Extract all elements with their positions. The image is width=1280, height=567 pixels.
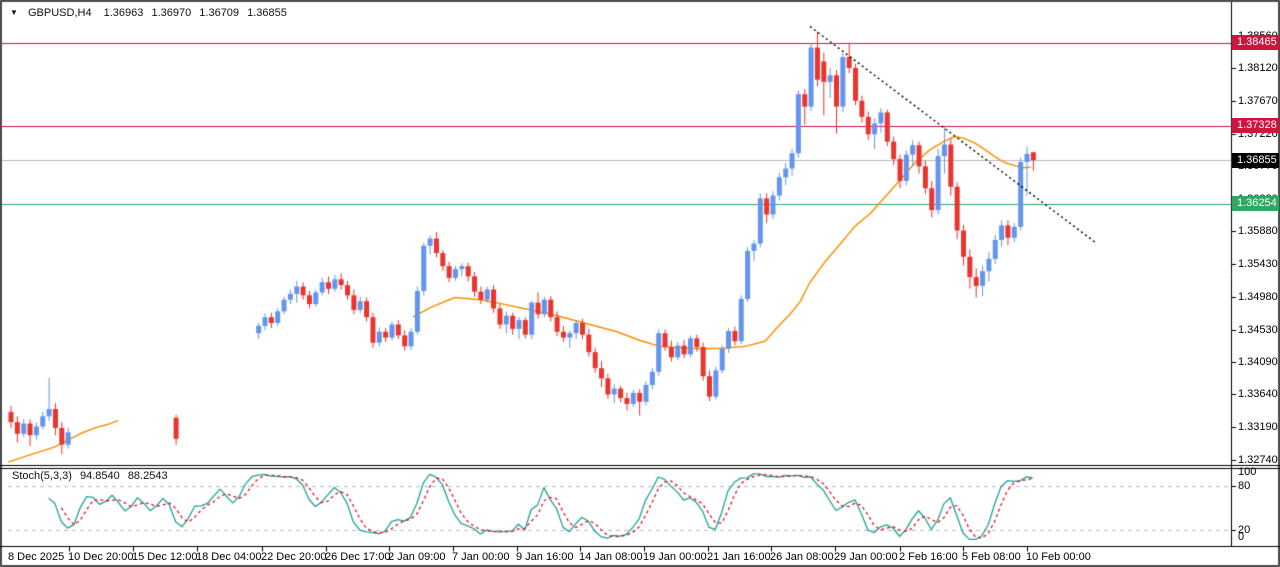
ohlc-open: 1.36963: [103, 7, 144, 19]
stoch-axis-label: 20: [1238, 523, 1251, 536]
price-line-badge: 1.36254: [1232, 196, 1279, 212]
price-axis-label: 1.33190: [1238, 421, 1278, 434]
ohlc-low: 1.36709: [199, 7, 240, 19]
price-axis-label: 1.38120: [1238, 62, 1278, 74]
time-axis-label: 26 Jan 08:00: [770, 551, 834, 563]
time-axis-label: 22 Dec 20:00: [261, 551, 327, 563]
price-axis-label: 1.35880: [1238, 225, 1278, 238]
stoch-axis-label: 80: [1238, 480, 1251, 493]
price-axis-label: 1.37670: [1238, 94, 1278, 107]
ohlc-high: 1.36970: [151, 7, 192, 19]
price-line-badge: 1.37328: [1232, 118, 1279, 134]
price-axis[interactable]: 1.385601.381201.376701.372201.367701.363…: [1232, 0, 1280, 546]
time-axis-label: 15 Dec 12:00: [132, 551, 198, 563]
price-axis-label: 1.35430: [1238, 258, 1278, 270]
panel-splitter[interactable]: [0, 464, 1232, 469]
time-axis[interactable]: 8 Dec 2025 10 Dec 20:00 15 Dec 12:00 18 Dec…: [0, 550, 1280, 567]
time-axis-label: 14 Jan 08:00: [579, 551, 643, 563]
stoch-k-value: 94.8540: [79, 470, 120, 482]
stoch-indicator-label: Stoch(5,3,3) 94.8540 88.2543: [12, 470, 173, 482]
time-axis-label: 10 Dec 20:00: [68, 551, 134, 563]
time-axis-label: 26 Dec 17:00: [325, 551, 391, 563]
price-line-badge: 1.38465: [1232, 35, 1279, 51]
time-axis-label: 19 Jan 00:00: [643, 551, 707, 563]
chart-title: ▼ GBPUSD,H4 1.36963 1.36970 1.36709 1.36…: [10, 7, 292, 19]
chart-dropdown-icon[interactable]: ▼: [10, 8, 18, 17]
time-axis-label: 18 Dec 04:00: [196, 551, 262, 563]
stoch-axis-label: 0: [1238, 531, 1245, 543]
time-axis-label: 2 Feb 16:00: [899, 551, 958, 563]
time-axis-label: 21 Jan 16:00: [707, 551, 771, 563]
price-line-badge: 1.36855: [1232, 152, 1279, 168]
price-axis-label: 1.32740: [1238, 454, 1278, 466]
price-axis-label: 1.33640: [1238, 388, 1278, 401]
time-axis-label: 9 Jan 16:00: [516, 551, 574, 563]
price-axis-label: 1.34980: [1238, 290, 1278, 303]
time-axis-label: 8 Dec 2025: [8, 551, 65, 563]
time-axis-label: 5 Feb 08:00: [962, 551, 1021, 563]
stoch-axis-label: 100: [1238, 465, 1257, 478]
price-axis-label: 1.34090: [1238, 355, 1278, 368]
time-axis-label: 2 Jan 09:00: [388, 551, 446, 563]
time-axis-label: 29 Jan 00:00: [834, 551, 898, 563]
time-axis-label: 10 Feb 00:00: [1026, 551, 1091, 563]
stoch-name: Stoch(5,3,3): [12, 470, 72, 482]
stoch-d-value: 88.2543: [127, 470, 168, 482]
price-axis-label: 1.34530: [1238, 323, 1278, 336]
symbol-name: GBPUSD,H4: [27, 7, 92, 19]
time-axis-label: 7 Jan 00:00: [452, 551, 510, 563]
ohlc-close: 1.36855: [247, 7, 287, 19]
